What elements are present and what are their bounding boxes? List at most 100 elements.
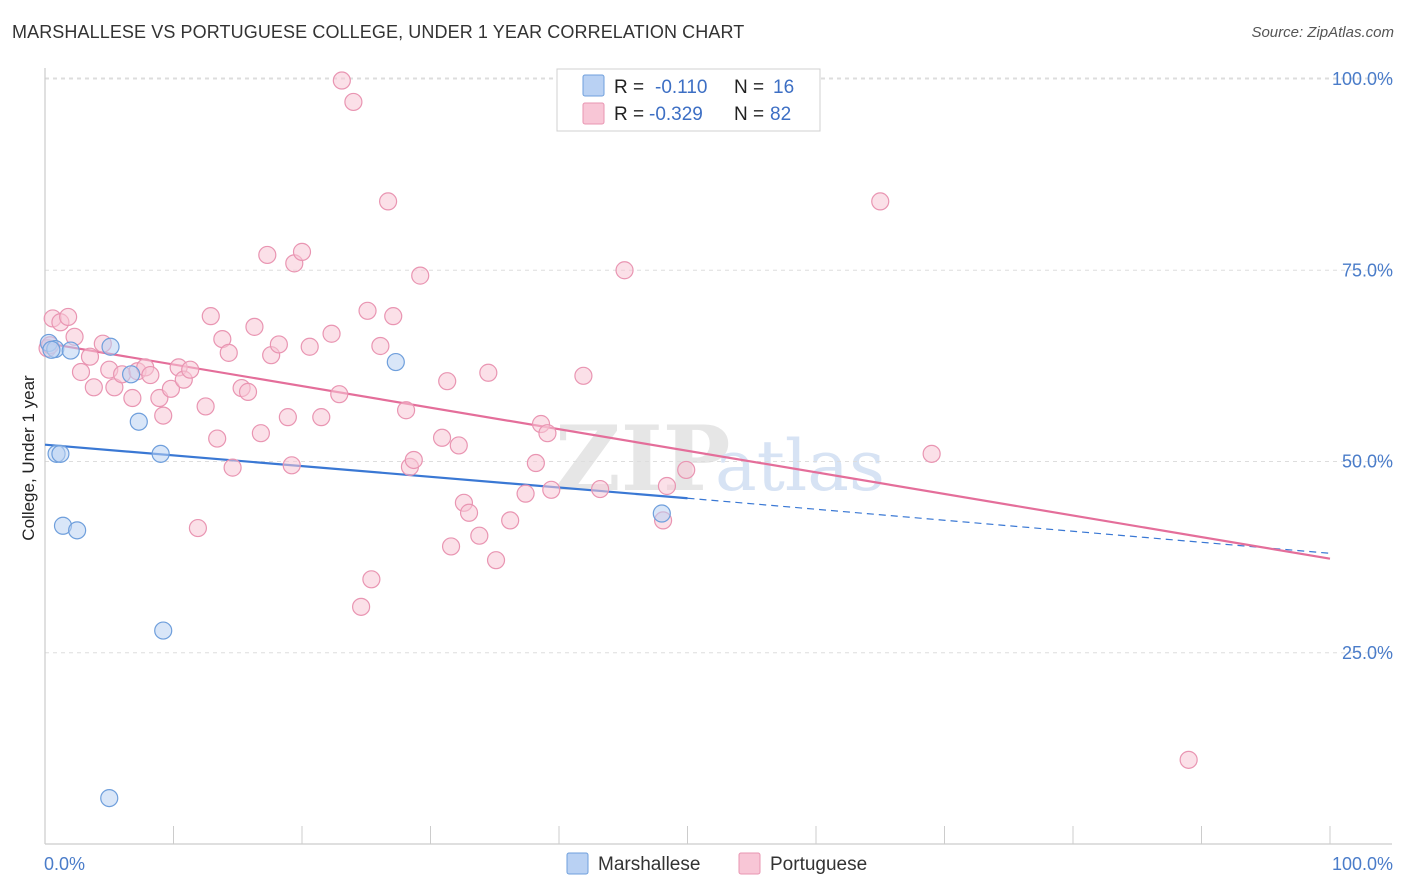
point-marshallese-15 bbox=[42, 340, 61, 359]
bottom-legend-swatch-marshallese bbox=[566, 852, 589, 875]
legend-swatch-portuguese bbox=[582, 102, 605, 125]
point-portuguese-12 bbox=[123, 388, 142, 408]
point-marshallese-10 bbox=[68, 521, 87, 540]
series-legend: Marshallese Portuguese bbox=[566, 852, 867, 875]
point-portuguese-33 bbox=[258, 245, 277, 265]
point-portuguese-45 bbox=[344, 92, 363, 112]
point-portuguese-7 bbox=[84, 378, 103, 397]
point-portuguese-17 bbox=[154, 406, 173, 425]
stats-legend: R = -0.110 N = 16 R = -0.329 N = 82 bbox=[556, 68, 821, 132]
point-portuguese-44 bbox=[332, 71, 351, 90]
chart-title: MARSHALLESE VS PORTUGUESE COLLEGE, UNDER… bbox=[12, 22, 745, 42]
y-tick-label-100: 100.0% bbox=[1332, 69, 1393, 89]
point-portuguese-25 bbox=[208, 429, 227, 448]
point-portuguese-41 bbox=[312, 408, 331, 427]
point-portuguese-23 bbox=[196, 397, 215, 416]
point-portuguese-61 bbox=[459, 503, 479, 522]
point-portuguese-51 bbox=[384, 307, 403, 326]
point-portuguese-67 bbox=[526, 453, 545, 473]
point-marshallese-7 bbox=[151, 444, 170, 463]
point-portuguese-3 bbox=[59, 307, 78, 327]
x-tick-label-max: 100.0% bbox=[1332, 854, 1393, 874]
point-marshallese-11 bbox=[154, 621, 173, 640]
point-marshallese-3 bbox=[101, 337, 120, 356]
point-marshallese-6 bbox=[51, 444, 70, 463]
point-portuguese-37 bbox=[282, 456, 301, 475]
point-portuguese-80 bbox=[1179, 750, 1198, 769]
point-portuguese-54 bbox=[404, 450, 423, 470]
point-portuguese-78 bbox=[871, 192, 890, 211]
point-portuguese-74 bbox=[615, 261, 634, 280]
point-portuguese-69 bbox=[538, 424, 557, 443]
trend-line-portuguese bbox=[44, 341, 1331, 560]
point-portuguese-40 bbox=[300, 337, 319, 356]
y-axis-label: College, Under 1 year bbox=[19, 375, 38, 541]
trend-line-marshallese-extension bbox=[687, 497, 1331, 554]
point-portuguese-66 bbox=[516, 484, 535, 503]
point-portuguese-56 bbox=[432, 428, 452, 447]
point-marshallese-8 bbox=[129, 412, 148, 431]
trend-lines bbox=[44, 341, 1331, 560]
point-marshallese-4 bbox=[121, 365, 141, 384]
point-portuguese-65 bbox=[501, 511, 520, 530]
point-portuguese-64 bbox=[486, 551, 506, 570]
legend-n-label-marshallese: N = bbox=[734, 77, 764, 98]
point-portuguese-28 bbox=[223, 458, 242, 477]
point-portuguese-5 bbox=[71, 362, 91, 382]
point-portuguese-30 bbox=[238, 382, 258, 401]
point-marshallese-12 bbox=[100, 788, 119, 808]
point-portuguese-62 bbox=[470, 526, 489, 545]
y-tick-label-50: 50.0% bbox=[1342, 452, 1393, 472]
y-tick-label-25: 25.0% bbox=[1342, 643, 1393, 663]
point-portuguese-76 bbox=[657, 476, 677, 496]
point-portuguese-73 bbox=[591, 479, 610, 499]
bottom-legend-label-portuguese: Portuguese bbox=[770, 854, 867, 875]
point-portuguese-59 bbox=[449, 436, 468, 455]
point-portuguese-35 bbox=[269, 335, 288, 354]
bottom-legend-swatch-portuguese bbox=[738, 852, 761, 875]
legend-r-label-marshallese: R = bbox=[614, 77, 644, 98]
chart-source: Source: ZipAtlas.com bbox=[1251, 24, 1394, 41]
watermark-atlas: atlas bbox=[715, 425, 885, 507]
x-tick-label-min: 0.0% bbox=[44, 854, 85, 874]
axes: 25.0% 50.0% 75.0% 100.0% 0.0% 100.0% bbox=[44, 68, 1393, 874]
point-portuguese-46 bbox=[352, 597, 371, 616]
point-portuguese-72 bbox=[574, 366, 593, 385]
bottom-legend-label-marshallese: Marshallese bbox=[598, 854, 700, 875]
point-portuguese-6 bbox=[80, 347, 100, 366]
watermark-zip: ZIP bbox=[555, 406, 730, 512]
y-tick-label-75: 75.0% bbox=[1342, 260, 1393, 280]
point-portuguese-50 bbox=[378, 192, 398, 211]
point-portuguese-77 bbox=[677, 460, 696, 480]
point-portuguese-43 bbox=[330, 385, 349, 404]
point-portuguese-22 bbox=[188, 518, 208, 538]
point-portuguese-36 bbox=[278, 408, 297, 427]
point-portuguese-57 bbox=[438, 372, 457, 391]
legend-r-label-portuguese: R = bbox=[614, 104, 644, 125]
point-portuguese-31 bbox=[245, 317, 264, 336]
point-portuguese-63 bbox=[479, 363, 498, 382]
point-portuguese-24 bbox=[201, 307, 220, 326]
point-portuguese-55 bbox=[411, 266, 430, 285]
point-portuguese-39 bbox=[292, 242, 312, 261]
point-portuguese-27 bbox=[219, 343, 238, 362]
point-portuguese-79 bbox=[922, 444, 941, 463]
legend-n-value-portuguese: 82 bbox=[770, 104, 791, 125]
point-portuguese-18 bbox=[161, 379, 181, 398]
point-portuguese-58 bbox=[441, 537, 461, 556]
point-portuguese-42 bbox=[322, 324, 341, 343]
legend-swatch-marshallese bbox=[582, 74, 605, 97]
point-portuguese-48 bbox=[362, 570, 381, 589]
point-portuguese-32 bbox=[251, 424, 270, 443]
point-portuguese-52 bbox=[396, 401, 416, 420]
legend-r-value-marshallese: -0.110 bbox=[655, 77, 707, 98]
legend-n-value-marshallese: 16 bbox=[773, 77, 794, 98]
legend-n-label-portuguese: N = bbox=[734, 104, 764, 125]
point-marshallese-2 bbox=[61, 341, 80, 360]
point-portuguese-21 bbox=[181, 360, 200, 379]
legend-r-value-portuguese: -0.329 bbox=[649, 104, 703, 125]
point-portuguese-47 bbox=[358, 301, 377, 320]
grid bbox=[45, 77, 1392, 654]
point-portuguese-49 bbox=[371, 336, 390, 356]
